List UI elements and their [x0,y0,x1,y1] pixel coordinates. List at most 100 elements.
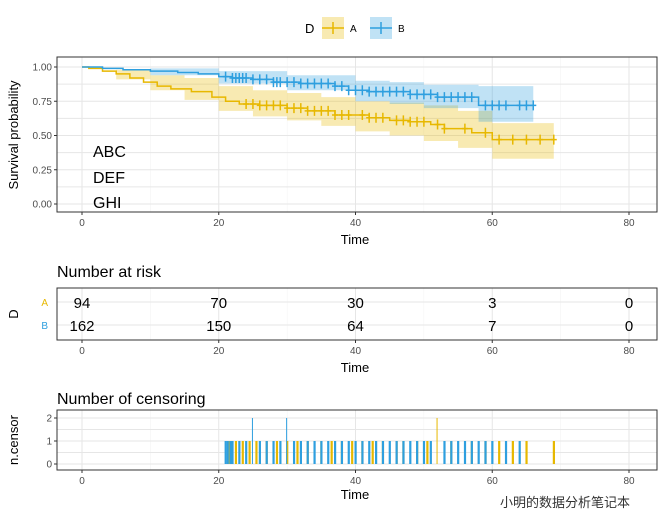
censor-mark-b [489,100,496,111]
risk-xtick-label: 40 [350,346,362,357]
censor-bar-b [347,441,350,464]
censor-bar-b [272,441,275,464]
censor-mark-b [455,92,462,103]
censor-bar-a [552,441,555,464]
censor-bar-b [395,441,398,464]
censor-mark-a [366,112,373,123]
censor-mark-a [311,105,318,116]
censor-mark-b [331,81,338,92]
risk-value: 0 [625,318,633,335]
risk-table-title: Number at risk [57,264,162,281]
km-ytick-label: 0.25 [33,165,53,176]
censor-bar-b [238,441,241,464]
km-xtick-label: 40 [350,218,362,229]
censor-mark-b [482,100,489,111]
censor-bar-b [361,441,364,464]
risk-row-label-a: A [41,298,48,309]
censor-mark-b [345,85,352,96]
censor-bar-b [258,441,261,464]
censor-mark-b [290,77,297,88]
censor-bar-b [491,441,494,464]
annotation-ghi: GHI [93,195,121,212]
censor-bar-a [371,441,374,464]
ci-band-a [82,67,554,159]
censor-mark-b [434,92,441,103]
risk-row-label-b: B [41,321,48,332]
risk-value: 7 [488,318,496,335]
km-ylabel: Survival probability [6,80,21,190]
censor-mark-a [256,100,263,111]
censor-mark-b [441,92,448,103]
censor-mark-b [256,74,263,85]
censor-mark-a [407,116,414,127]
censor-bar-b [443,441,446,464]
censor-xtick-label: 40 [350,476,362,487]
survival-curve-a [82,66,554,141]
censor-mark-b [243,72,250,83]
km-xtick-label: 20 [213,218,225,229]
km-plot: 0 20 40 60 80 0.00 0.25 0.50 0.75 1.00 [33,56,658,229]
censor-bar-b [518,441,521,464]
censor-mark-a [345,109,352,120]
censor-bar-b [381,441,385,464]
censor-mark-b [400,86,407,97]
censor-title: Number of censoring [57,391,206,408]
censor-mark-b [516,100,523,111]
censor-mark-a [441,123,448,134]
censor-mark-b [277,77,284,88]
censor-plot: 0 20 40 60 80 0 1 2 [46,409,658,487]
censor-mark-a [373,112,380,123]
risk-value: 150 [206,318,231,335]
censor-bar-b [245,441,248,464]
censor-mark-b [502,100,509,111]
censor-mark-b [359,85,366,96]
watermark: 小明的数据分析笔记本 [500,495,630,510]
censor-mark-a [243,98,250,109]
legend: D A B [305,17,405,39]
censor-xtick-label: 80 [623,476,635,487]
censor-mark-b [386,86,393,97]
censor-bar-b [470,441,473,464]
risk-value: 3 [488,295,496,312]
censor-bar-b [333,441,337,464]
censor-bar-b [286,418,288,464]
censor-bar-b [409,441,412,464]
censor-bar-b [422,441,426,464]
censor-bar-b [224,441,227,464]
censor-bar-b [368,441,371,464]
censor-bar-a [351,441,354,464]
censor-mark-a [550,134,557,145]
censor-mark-a [304,105,311,116]
censor-bar-b [375,441,378,464]
censor-bar-a [525,441,528,464]
censor-mark-a [496,134,503,145]
km-ytick-label: 0.50 [33,131,53,142]
censor-mark-b [297,78,304,89]
censor-bar-b [457,441,460,464]
censor-mark-a [400,115,407,126]
censor-xlabel: Time [341,487,369,502]
censor-bar-b [463,441,467,464]
risk-value: 94 [74,295,91,312]
censor-bar-a [255,441,258,464]
risk-value: 162 [69,318,94,335]
censor-mark-a [537,134,544,145]
censor-ytick-label: 0 [46,460,52,471]
censor-bar-b [402,441,405,464]
censor-mark-a [338,109,345,120]
censor-bar-b [251,418,253,464]
annotation-abc: ABC [93,144,126,161]
censor-bar-b [320,441,323,464]
censor-mark-b [530,100,537,111]
censor-bar-b [226,441,229,464]
risk-xtick-label: 0 [79,346,85,357]
censor-bar-a [296,441,299,464]
censor-mark-a [461,123,468,134]
censor-bar-a [275,441,279,464]
censor-mark-a [277,100,284,111]
censor-mark-b [523,100,530,111]
risk-xlabel: Time [341,360,369,375]
km-ytick-label: 0.75 [33,97,53,108]
